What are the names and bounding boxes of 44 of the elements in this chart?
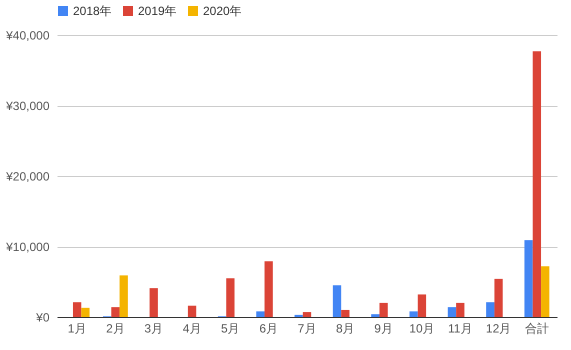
x-tick-label: 4月 [182,322,202,336]
bar [256,311,265,317]
y-tick-label: ¥0 [35,310,50,324]
bar [302,312,312,317]
x-tick-label: 11月 [448,322,472,336]
bar [532,51,542,317]
bar [418,294,426,317]
y-tick-label: ¥30,000 [5,99,50,113]
y-tick-label: ¥10,000 [5,240,50,254]
x-tick-label: 6月 [259,322,278,336]
bar [332,285,342,317]
x-tick-label: 9月 [374,322,393,336]
x-tick-label: 3月 [144,322,164,336]
bar [111,307,120,317]
x-tick-label: 5月 [221,322,240,336]
bar [264,261,273,317]
bar [379,302,388,317]
bar [188,306,196,317]
legend-label: 2019年 [138,4,177,18]
legend-label: 2018年 [73,4,112,18]
bar [341,310,350,317]
bar [494,278,503,317]
bar [409,311,418,317]
x-tick-label: 合計 [524,322,549,336]
legend-label: 2020年 [203,4,242,18]
y-tick-label: ¥40,000 [5,28,50,42]
bar [226,278,235,317]
x-tick-label: 10月 [409,322,435,336]
y-tick-label: ¥20,000 [5,170,50,184]
x-tick-label: 8月 [336,322,355,336]
bar [72,302,82,317]
bar [371,314,380,317]
x-tick-label: 2月 [106,322,125,336]
bar [524,240,533,317]
bar [150,288,158,317]
bar [81,308,90,317]
x-tick-label: 12月 [486,322,512,336]
bar [541,266,550,317]
x-tick-label: 1月 [68,322,86,336]
bar [456,302,464,317]
bar [486,302,494,317]
x-tick-label: 7月 [298,322,316,336]
bar [120,275,128,317]
bar [448,307,456,317]
